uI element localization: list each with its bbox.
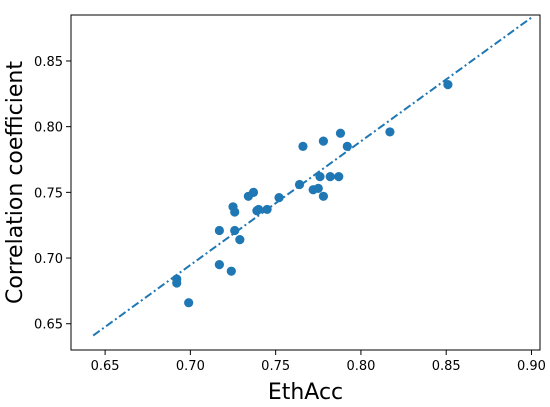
- data-point: [248, 187, 259, 197]
- y-axis-label: Correlation coefficient: [3, 61, 28, 304]
- x-tick-label: 0.65: [91, 359, 120, 374]
- data-point: [184, 298, 194, 308]
- data-point: [342, 141, 352, 151]
- data-point: [313, 183, 323, 194]
- data-point: [262, 204, 272, 215]
- regression-line: [92, 15, 534, 337]
- y-tick-label: 0.65: [34, 318, 63, 333]
- plot-frame: [70, 14, 541, 351]
- x-tick-label: 0.90: [517, 359, 546, 374]
- data-point: [214, 260, 224, 270]
- data-point: [325, 171, 335, 182]
- data-point: [318, 136, 329, 146]
- data-point: [254, 204, 264, 215]
- data-point: [335, 128, 346, 138]
- data-point: [274, 193, 284, 203]
- data-point: [214, 225, 224, 236]
- data-point: [334, 171, 344, 182]
- y-tick-label: 0.85: [34, 55, 63, 70]
- x-tick-label: 0.70: [176, 359, 205, 374]
- y-tick-label: 0.70: [34, 252, 63, 267]
- data-point: [294, 179, 305, 190]
- y-tick-label: 0.75: [34, 186, 63, 201]
- data-point: [235, 235, 245, 245]
- data-point: [298, 141, 308, 151]
- y-tick-label: 0.80: [34, 121, 63, 136]
- data-point: [226, 266, 236, 276]
- x-tick-label: 0.80: [346, 359, 375, 374]
- data-point: [315, 171, 325, 182]
- data-point: [318, 191, 329, 201]
- data-point: [230, 207, 240, 217]
- data-point: [443, 80, 453, 90]
- x-tick-label: 0.75: [261, 359, 290, 374]
- x-axis-label: EthAcc: [268, 380, 343, 405]
- data-point: [172, 278, 182, 288]
- data-point: [385, 127, 395, 137]
- data-point: [230, 225, 240, 236]
- x-tick-label: 0.85: [432, 359, 461, 374]
